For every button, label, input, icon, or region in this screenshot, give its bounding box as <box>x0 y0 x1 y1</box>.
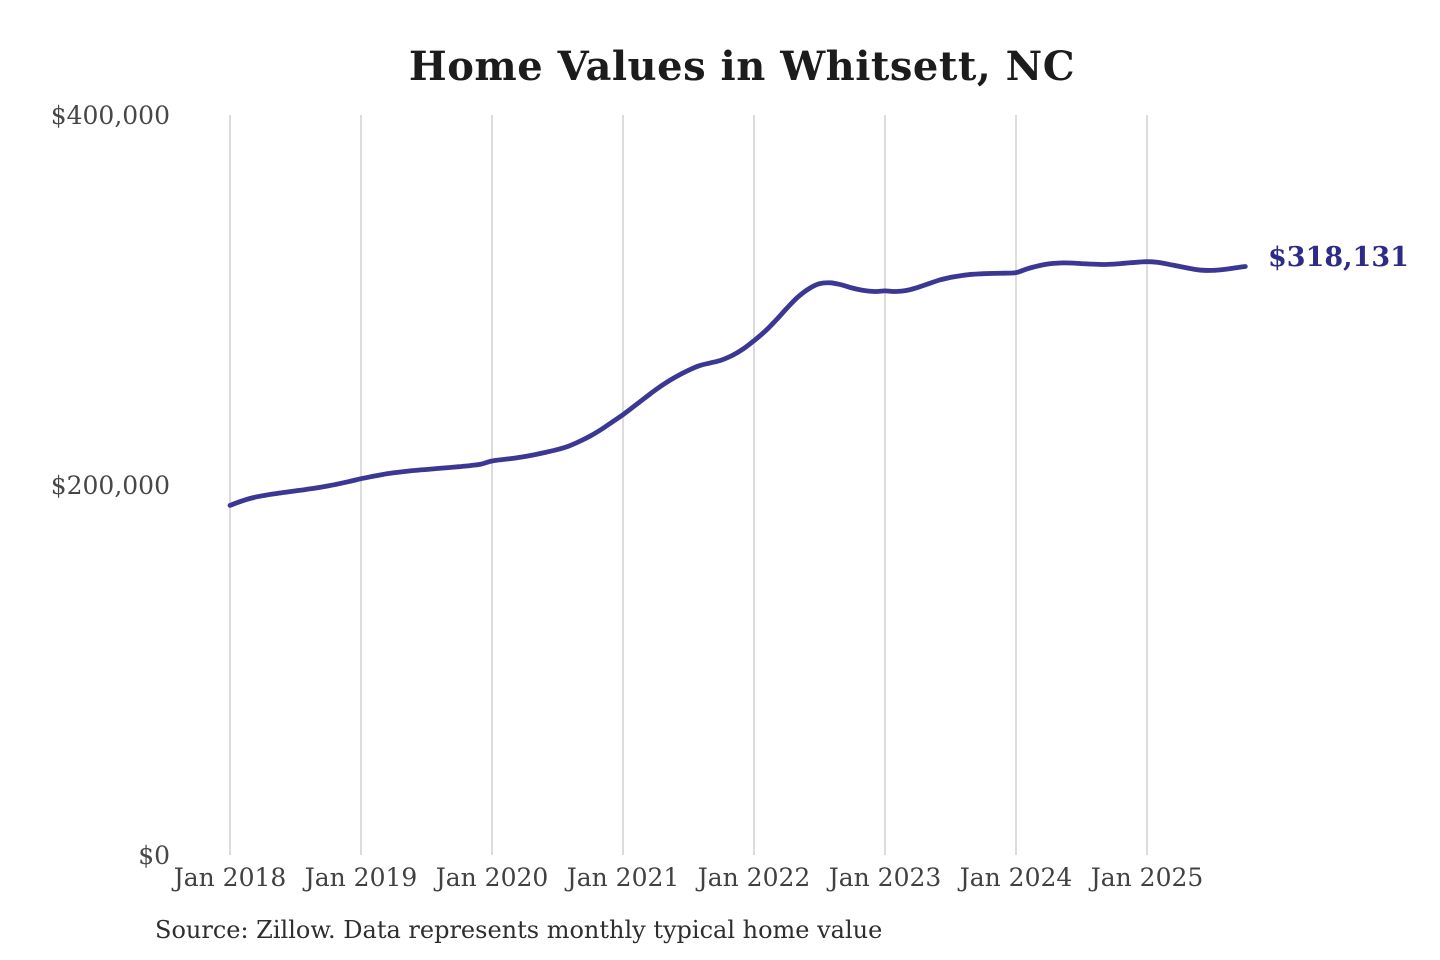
x-tick-label: Jan 2021 <box>564 863 680 892</box>
series-end-value-label: $318,131 <box>1268 242 1409 273</box>
x-tick-label: Jan 2022 <box>695 863 811 892</box>
home-value-line <box>227 259 1248 508</box>
x-tick-label: Jan 2025 <box>1088 863 1204 892</box>
x-tick-label: Jan 2020 <box>433 863 549 892</box>
x-tick-label: Jan 2023 <box>826 863 942 892</box>
y-tick-label: $400,000 <box>51 101 170 130</box>
y-tick-label: $200,000 <box>51 471 170 500</box>
chart-title: Home Values in Whitsett, NC <box>408 43 1076 90</box>
source-note: Source: Zillow. Data represents monthly … <box>155 916 883 944</box>
x-tick-label: Jan 2019 <box>302 863 418 892</box>
y-tick-label: $0 <box>138 841 170 870</box>
x-tick-label: Jan 2018 <box>171 863 287 892</box>
x-tick-label: Jan 2024 <box>957 863 1073 892</box>
